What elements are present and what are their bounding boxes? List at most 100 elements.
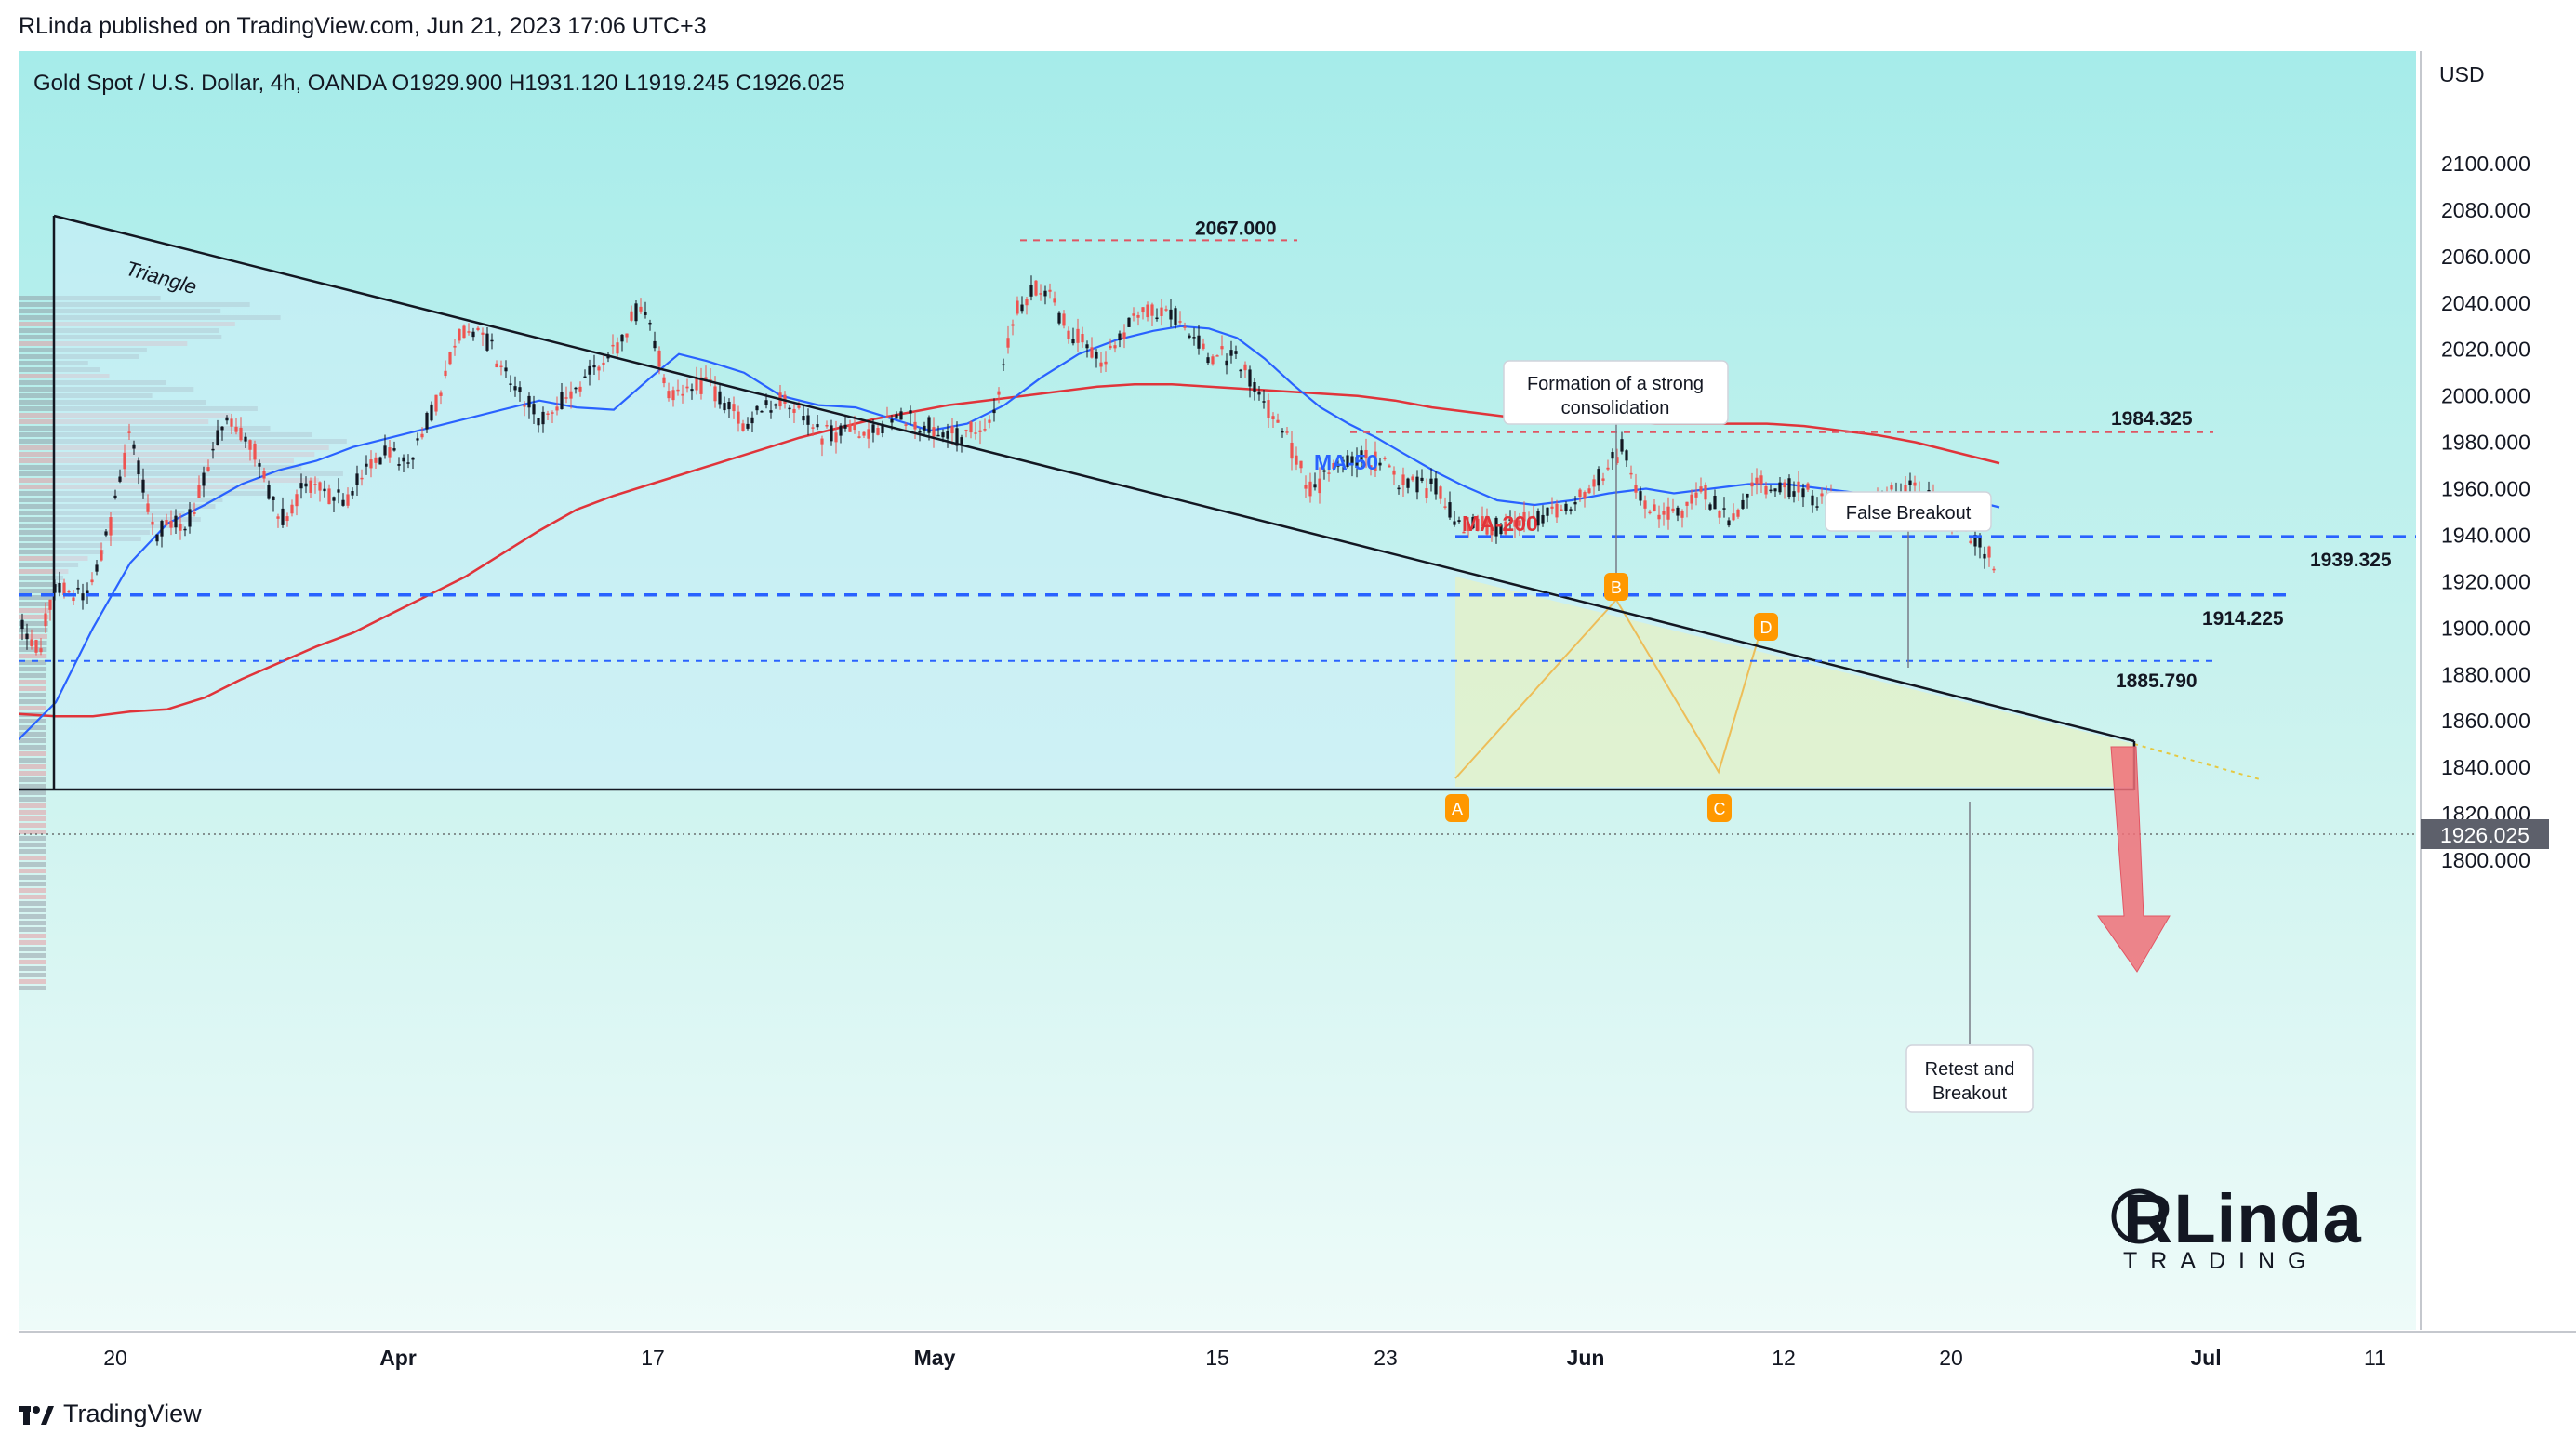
candle xyxy=(439,390,443,405)
profile-bar xyxy=(19,667,47,671)
candle xyxy=(1764,481,1768,499)
candle xyxy=(360,469,364,486)
candle xyxy=(197,475,201,498)
profile-bar xyxy=(19,973,46,977)
candle xyxy=(1620,431,1624,455)
candle xyxy=(1666,497,1670,530)
candle xyxy=(323,480,326,498)
candle xyxy=(1746,493,1749,509)
profile-bar xyxy=(19,856,46,860)
candle xyxy=(839,423,843,444)
profile-bar xyxy=(19,751,46,756)
profile-bar xyxy=(19,784,46,789)
candle xyxy=(551,410,554,424)
profile-bar xyxy=(19,738,46,743)
time-axis[interactable]: 20 Apr 17 May 15 23 Jun 12 20 Jul 11 xyxy=(103,1346,2386,1370)
candle xyxy=(1787,474,1791,500)
candle xyxy=(881,420,884,438)
level-labels: 2067.000 1984.325 1939.325 1914.225 1885.790 xyxy=(1195,218,2392,691)
profile-bar xyxy=(19,810,46,815)
candle xyxy=(518,381,522,402)
candle xyxy=(127,423,131,441)
candle xyxy=(690,383,694,400)
candle xyxy=(574,386,578,394)
candle xyxy=(1374,441,1377,478)
retest-callout[interactable]: Retest and Breakout xyxy=(1905,1044,2034,1113)
profile-bar xyxy=(19,693,46,697)
profile-bar xyxy=(19,953,46,958)
candle xyxy=(1378,458,1382,471)
candle xyxy=(234,418,238,435)
candle xyxy=(644,301,647,319)
consolidation-callout[interactable]: Formation of a strong consolidation xyxy=(1503,360,1729,425)
profile-bar xyxy=(19,745,46,750)
candle xyxy=(1155,308,1159,322)
candle xyxy=(258,459,261,479)
candle xyxy=(746,417,750,431)
candle xyxy=(290,499,294,517)
candle xyxy=(936,425,940,437)
candle xyxy=(1690,489,1693,510)
candle xyxy=(1043,285,1047,305)
candle xyxy=(1648,509,1652,515)
candle xyxy=(1615,448,1619,465)
candle xyxy=(1174,305,1177,329)
candle xyxy=(504,360,508,378)
candle xyxy=(1029,275,1033,301)
false-breakout-callout[interactable]: False Breakout xyxy=(1825,491,1992,532)
candle xyxy=(44,602,47,633)
ma-50-label: MA-50 xyxy=(1314,450,1378,474)
candle xyxy=(48,599,52,621)
symbol-info: Gold Spot / U.S. Dollar, 4h, OANDA O1929… xyxy=(33,71,845,96)
candle xyxy=(239,417,243,442)
candle xyxy=(295,489,299,516)
publisher-header: RLinda published on TradingView.com, Jun… xyxy=(19,13,707,39)
candle xyxy=(165,513,168,526)
candle xyxy=(1973,527,1977,556)
candle xyxy=(425,411,429,433)
price-tick-label: 2000.000 xyxy=(2441,384,2530,408)
candle xyxy=(1281,428,1284,438)
profile-bar xyxy=(19,615,49,619)
candle xyxy=(72,590,75,605)
price-axis[interactable]: 2100.000 2080.000 2060.000 2040.000 2020.000… xyxy=(2441,152,2530,872)
profile-bar xyxy=(19,934,46,938)
price-tick-label: 1960.000 xyxy=(2441,477,2530,501)
candle xyxy=(913,413,917,440)
profile-bar xyxy=(19,862,46,867)
candle xyxy=(1076,318,1080,352)
candle xyxy=(695,366,698,395)
candle xyxy=(1299,460,1303,474)
candle xyxy=(383,434,387,459)
candle xyxy=(499,360,503,376)
candle xyxy=(555,396,559,416)
candle xyxy=(537,418,540,433)
candle xyxy=(1099,351,1103,373)
candle xyxy=(1969,537,1972,545)
candle xyxy=(825,420,829,429)
candle xyxy=(806,408,810,436)
candle xyxy=(1095,349,1098,368)
candle xyxy=(1685,501,1689,518)
candle xyxy=(1057,311,1061,326)
candle xyxy=(1392,466,1396,485)
candle xyxy=(1569,506,1573,515)
candle xyxy=(546,410,550,421)
candle xyxy=(262,467,266,483)
marker-label: D xyxy=(1760,618,1773,637)
profile-bar xyxy=(19,823,46,828)
profile-bar xyxy=(19,849,46,854)
candle xyxy=(448,351,452,366)
price-tick-label: 2020.000 xyxy=(2441,338,2530,362)
candle xyxy=(583,369,587,378)
candle xyxy=(1457,516,1461,524)
candle xyxy=(351,487,354,499)
abcd-pattern xyxy=(1454,598,1766,779)
candle xyxy=(1750,472,1754,496)
profile-bar xyxy=(19,875,46,880)
profile-bar xyxy=(19,758,46,763)
profile-bar xyxy=(19,882,46,886)
candle xyxy=(1039,284,1042,301)
candle xyxy=(146,494,150,515)
